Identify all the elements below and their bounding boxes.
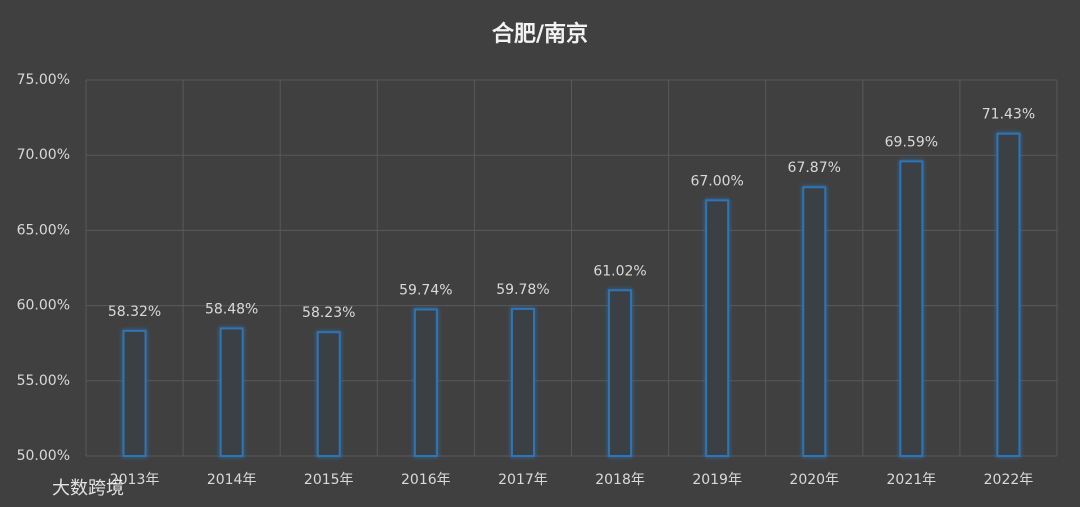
x-tick-label: 2014年: [207, 472, 257, 488]
y-tick-label: 50.00%: [17, 448, 70, 464]
bar: [705, 199, 730, 457]
data-label: 59.78%: [496, 282, 549, 298]
x-tick-label: 2020年: [789, 472, 839, 488]
bar: [899, 160, 924, 457]
bar: [510, 307, 535, 458]
y-tick-label: 60.00%: [17, 298, 70, 314]
data-label: 58.48%: [205, 301, 258, 317]
data-label: 67.87%: [788, 160, 841, 176]
data-label: 67.00%: [690, 173, 743, 189]
x-tick-label: 2022年: [984, 472, 1034, 488]
data-label: 58.23%: [302, 305, 355, 321]
x-tick-label: 2017年: [498, 472, 548, 488]
data-label: 59.74%: [399, 283, 452, 299]
x-tick-label: 2015年: [304, 472, 354, 488]
x-tick-label: 2021年: [887, 472, 937, 488]
data-label: 71.43%: [982, 107, 1035, 123]
y-tick-label: 75.00%: [17, 72, 70, 88]
x-tick-label: 2019年: [692, 472, 742, 488]
bar: [802, 186, 827, 457]
x-tick-label: 2018年: [595, 472, 645, 488]
chart-title: 合肥/南京: [492, 21, 588, 47]
bar: [316, 331, 341, 457]
y-tick-label: 65.00%: [17, 222, 70, 238]
data-label: 61.02%: [593, 263, 646, 279]
watermark: 大数跨境: [52, 478, 124, 499]
bar: [219, 327, 244, 457]
bar: [413, 308, 438, 457]
x-tick-label: 2016年: [401, 472, 451, 488]
data-label: 69.59%: [885, 134, 938, 150]
bar: [996, 132, 1021, 457]
bar: [122, 329, 147, 457]
bar: [608, 289, 633, 457]
x-tick-label: 2013年: [110, 472, 160, 488]
y-tick-label: 55.00%: [17, 373, 70, 389]
data-label: 58.32%: [108, 304, 161, 320]
y-tick-label: 70.00%: [17, 147, 70, 163]
